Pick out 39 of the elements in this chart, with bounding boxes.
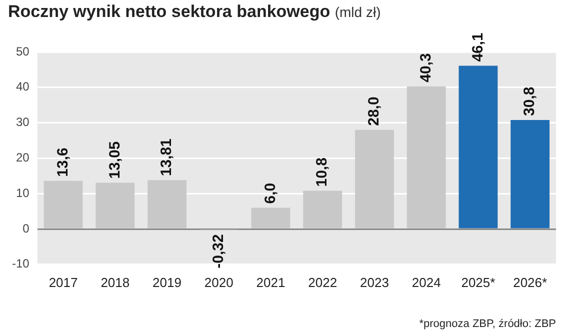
bar bbox=[406, 86, 446, 228]
y-tick-label: 50 bbox=[16, 44, 30, 58]
data-label: 30,8 bbox=[521, 86, 538, 116]
bar bbox=[303, 190, 342, 228]
x-tick-label: 2019 bbox=[152, 274, 182, 290]
y-tick-label: 10 bbox=[16, 186, 30, 200]
chart-subtitle: (mld zł) bbox=[334, 4, 381, 20]
chart-title: Roczny wynik netto sektora bankowego bbox=[8, 2, 330, 21]
y-tick-label: 30 bbox=[16, 115, 30, 130]
x-tick-label: 2021 bbox=[256, 274, 286, 290]
x-tick-label: 2023 bbox=[360, 274, 389, 290]
bar bbox=[458, 66, 498, 228]
x-tick-label: 2024 bbox=[412, 274, 441, 290]
x-tick-label: 2022 bbox=[308, 274, 338, 290]
x-tick-label: 2017 bbox=[48, 274, 78, 290]
x-tick-label: 2018 bbox=[100, 274, 130, 290]
data-label: 6,0 bbox=[262, 182, 279, 204]
bar bbox=[96, 182, 135, 228]
x-tick-label: 2026* bbox=[513, 274, 548, 290]
data-label: 13,05 bbox=[106, 141, 124, 179]
data-label: 40,3 bbox=[417, 53, 434, 82]
bar bbox=[510, 120, 550, 228]
y-tick-label: 20 bbox=[16, 150, 30, 165]
data-label: 10,8 bbox=[314, 158, 331, 187]
text: *prognoza ZBP, źródło: ZBP bbox=[419, 318, 556, 330]
y-tick-label: 40 bbox=[16, 80, 30, 94]
data-label: 13,81 bbox=[158, 138, 176, 176]
data-label: -0,32 bbox=[210, 234, 228, 268]
y-tick-label: 0 bbox=[22, 221, 30, 236]
bar bbox=[148, 180, 186, 228]
data-label: 46,1 bbox=[469, 32, 486, 62]
data-label: 13,6 bbox=[54, 148, 72, 177]
x-tick-label: 2020 bbox=[204, 274, 234, 290]
bar bbox=[44, 180, 83, 228]
x-tick-label: 2025* bbox=[461, 274, 496, 290]
bar bbox=[355, 130, 394, 228]
y-tick-label: -10 bbox=[12, 256, 30, 271]
data-label: 28,0 bbox=[366, 96, 383, 126]
bar bbox=[251, 208, 290, 228]
